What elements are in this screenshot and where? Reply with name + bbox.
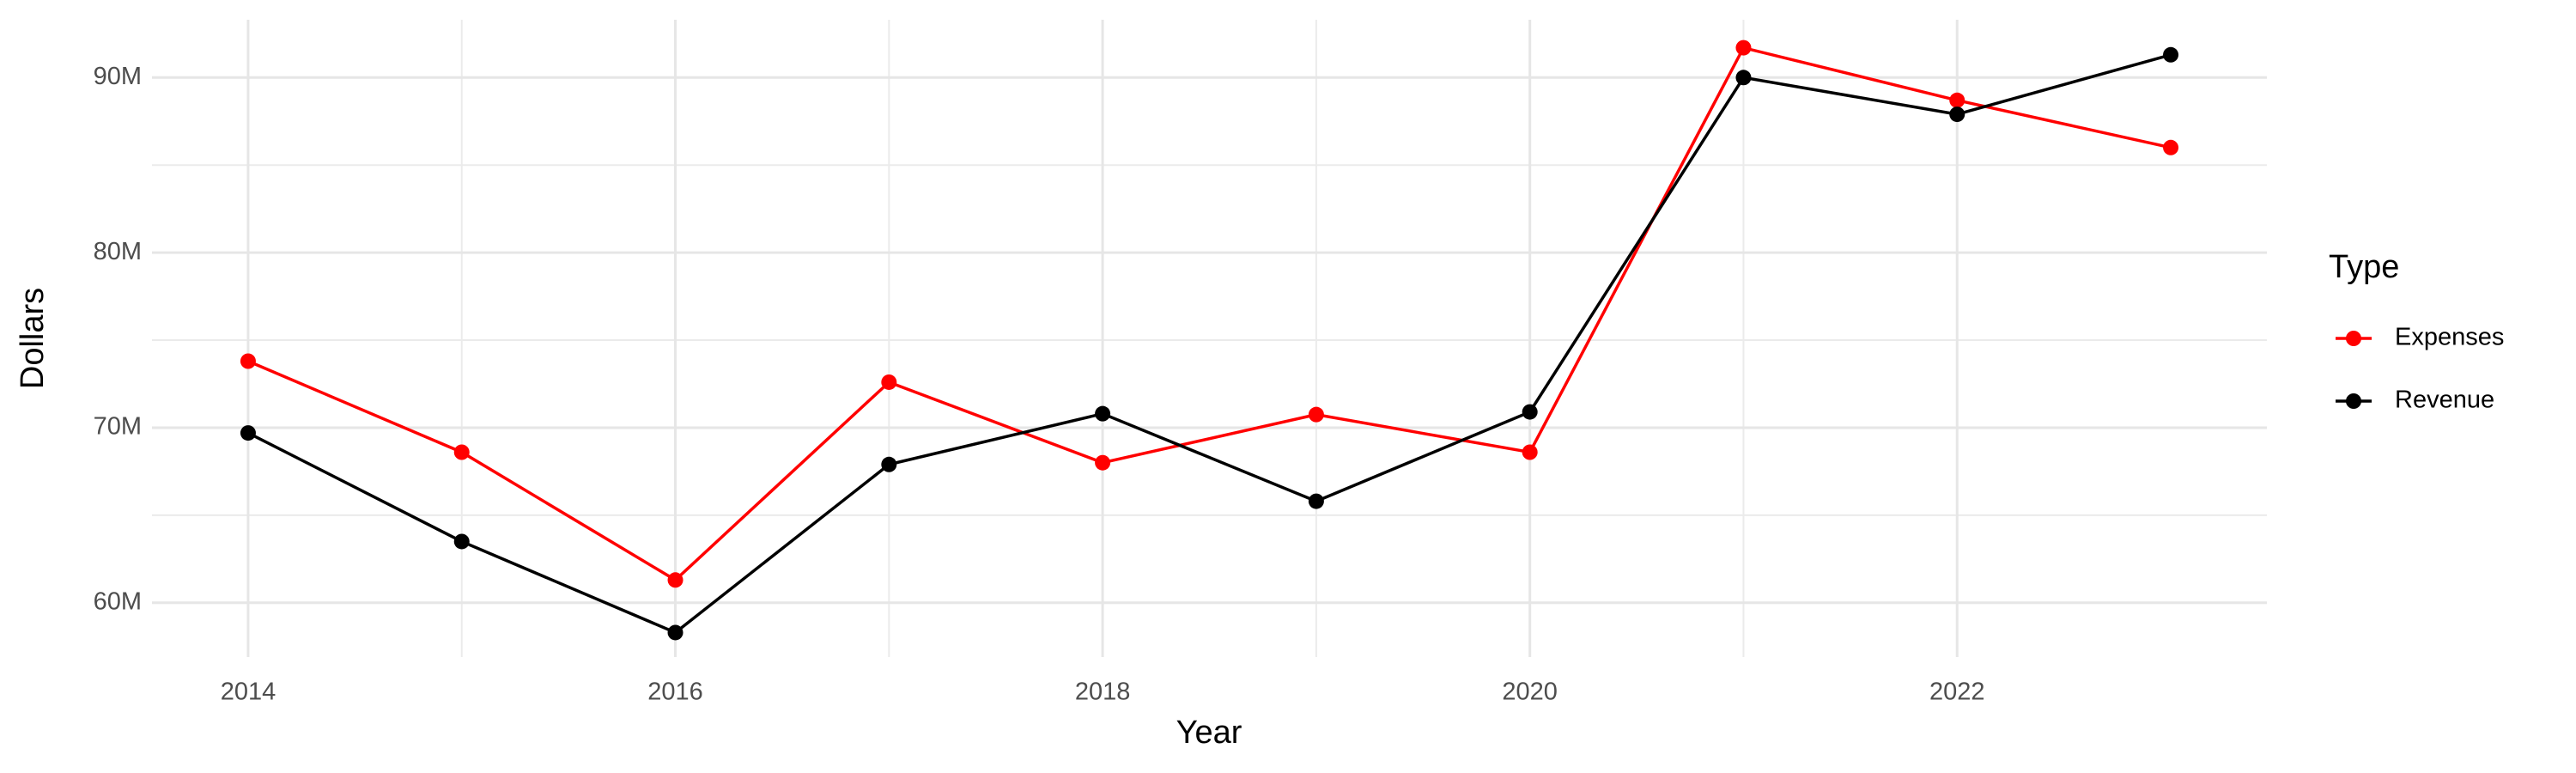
point <box>2163 46 2179 63</box>
point <box>1095 405 1111 422</box>
point <box>1735 40 1752 56</box>
point <box>2163 139 2179 155</box>
legend: Type Expenses Revenue <box>2329 249 2504 414</box>
point <box>1522 404 1538 420</box>
x-tick-label: 2016 <box>647 679 703 706</box>
x-tick-label: 2014 <box>221 679 276 706</box>
y-axis-title: Dollars <box>15 288 51 389</box>
point <box>1308 493 1324 509</box>
legend-title: Type <box>2329 249 2399 285</box>
point <box>1949 107 1965 123</box>
point <box>1949 92 1965 108</box>
point <box>453 444 470 460</box>
point <box>240 425 256 441</box>
x-tick-label: 2018 <box>1075 679 1131 706</box>
y-tick-label: 70M <box>94 413 142 441</box>
x-tick-label: 2022 <box>1929 679 1985 706</box>
point <box>1308 406 1324 423</box>
legend-point <box>2346 393 2361 409</box>
y-tick-label: 90M <box>94 63 142 90</box>
grid <box>152 20 2267 657</box>
line <box>247 53 2172 635</box>
point <box>881 374 897 390</box>
point <box>667 624 683 641</box>
legend-label: Expenses <box>2395 324 2504 351</box>
point <box>881 456 897 472</box>
y-tick-label: 80M <box>94 238 142 265</box>
y-tick-label: 60M <box>94 587 142 615</box>
line <box>247 46 2172 582</box>
plot-area <box>240 40 2179 641</box>
point <box>1095 454 1111 471</box>
legend-label: Revenue <box>2395 386 2494 414</box>
point <box>240 353 256 369</box>
point <box>667 572 683 588</box>
legend-point <box>2346 331 2361 346</box>
x-tick-label: 2020 <box>1502 679 1558 706</box>
point <box>453 533 470 550</box>
x-axis-title: Year <box>1176 715 1242 751</box>
point <box>1522 444 1538 460</box>
point <box>1735 70 1752 86</box>
